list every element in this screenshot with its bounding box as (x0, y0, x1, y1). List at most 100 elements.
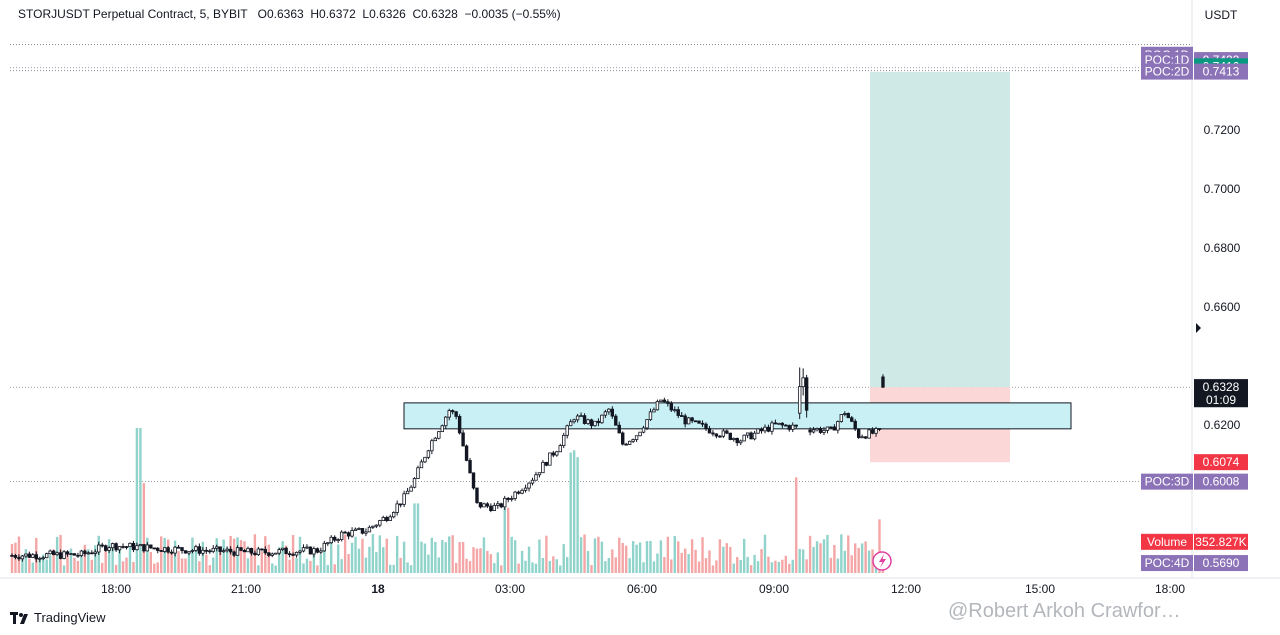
candle-body (38, 557, 42, 560)
candle-body (645, 419, 649, 429)
candle-body (412, 478, 417, 488)
candle-body (568, 421, 573, 427)
axis-tag-name: POC:3D (1145, 475, 1190, 489)
candle-body (51, 550, 56, 556)
volume-bar (316, 565, 319, 573)
volume-bar (62, 565, 66, 573)
candle-body (707, 428, 712, 434)
candle-body (333, 536, 337, 541)
volume-bar (826, 534, 829, 573)
candle-body (669, 403, 673, 411)
candle-body (856, 428, 861, 438)
volume-bar (534, 563, 538, 573)
candle-body (142, 544, 146, 552)
volume-bar (128, 543, 132, 573)
volume-bar (767, 556, 770, 573)
candle-body (690, 417, 694, 422)
volume-bar (83, 544, 87, 573)
volume-bar (73, 557, 76, 573)
volume-bar (642, 562, 645, 573)
candle-body (97, 544, 101, 553)
volume-bar (441, 539, 444, 573)
candle-body (822, 430, 826, 433)
candle-body (836, 421, 840, 431)
candle-body (444, 416, 448, 427)
candle-body (763, 426, 767, 432)
volume-bar (101, 562, 104, 573)
candle-body (131, 542, 136, 551)
candle-body (565, 425, 569, 436)
candle-body (149, 544, 153, 549)
volume-bar (461, 542, 465, 573)
volume-bar (246, 558, 250, 573)
volume-bar (361, 538, 364, 573)
candle-body (173, 546, 177, 554)
candle-body (843, 413, 847, 415)
candle-body (693, 420, 698, 423)
candle-body (41, 557, 45, 560)
candle-body (287, 553, 292, 556)
volume-bar (538, 539, 541, 573)
candle-body (492, 505, 497, 512)
volume-bar (520, 550, 524, 573)
candle-body (433, 437, 438, 442)
candle-body (853, 420, 857, 430)
candle-body (627, 440, 632, 445)
volume-bar (371, 534, 375, 573)
candle-body (593, 420, 597, 427)
volume-bar (503, 507, 506, 573)
volume-bar (666, 536, 670, 573)
candle-body (860, 436, 864, 439)
volume-bar (430, 537, 434, 573)
volume-bar (725, 543, 729, 573)
candle-body (215, 546, 219, 549)
candle-body (471, 472, 476, 489)
volume-bar (444, 542, 447, 573)
volume-bar (250, 549, 253, 573)
candle-body (48, 550, 52, 555)
x-tick-label: 06:00 (627, 582, 657, 596)
candle-body (336, 539, 340, 541)
candle-body (152, 547, 156, 550)
volume-bar (409, 565, 413, 573)
candle-body (745, 432, 750, 436)
x-tick-label: 15:00 (1025, 582, 1055, 596)
candle-body (676, 409, 680, 416)
candle-body (811, 429, 816, 433)
candle-body (450, 410, 455, 413)
axis-tag-name: Volume (1147, 535, 1187, 549)
candle-body (90, 552, 94, 555)
volume-bar (180, 558, 184, 573)
currency-selector[interactable]: USDT (1204, 8, 1238, 22)
volume-bar (805, 559, 808, 573)
volume-bar (590, 565, 593, 573)
candle-body (110, 543, 115, 549)
candle-body (808, 429, 812, 433)
volume-bar (80, 550, 83, 573)
candle-body (700, 422, 705, 425)
candle-body (579, 415, 583, 418)
candle-body (582, 415, 587, 424)
volume-bar (479, 548, 482, 573)
candle-body (749, 432, 753, 440)
candle-body (537, 472, 542, 476)
volume-bar (323, 543, 326, 573)
volume-bar (198, 561, 201, 573)
volume-bar (38, 558, 41, 573)
volume-bar (448, 536, 451, 573)
volume-bar (21, 554, 24, 573)
axis-tag-value-bg (1194, 473, 1248, 490)
candle-body (503, 497, 507, 508)
candle-body (516, 491, 521, 494)
candle-body (877, 428, 882, 430)
volume-bar (163, 537, 166, 573)
candle-body (159, 550, 163, 552)
volume-bar (718, 539, 722, 573)
volume-bar (350, 542, 354, 573)
volume-bar (166, 539, 170, 573)
volume-bar (135, 428, 139, 573)
candle-body (246, 547, 250, 553)
candle-body (367, 526, 372, 533)
tradingview-logo[interactable]: TradingView (10, 610, 106, 625)
